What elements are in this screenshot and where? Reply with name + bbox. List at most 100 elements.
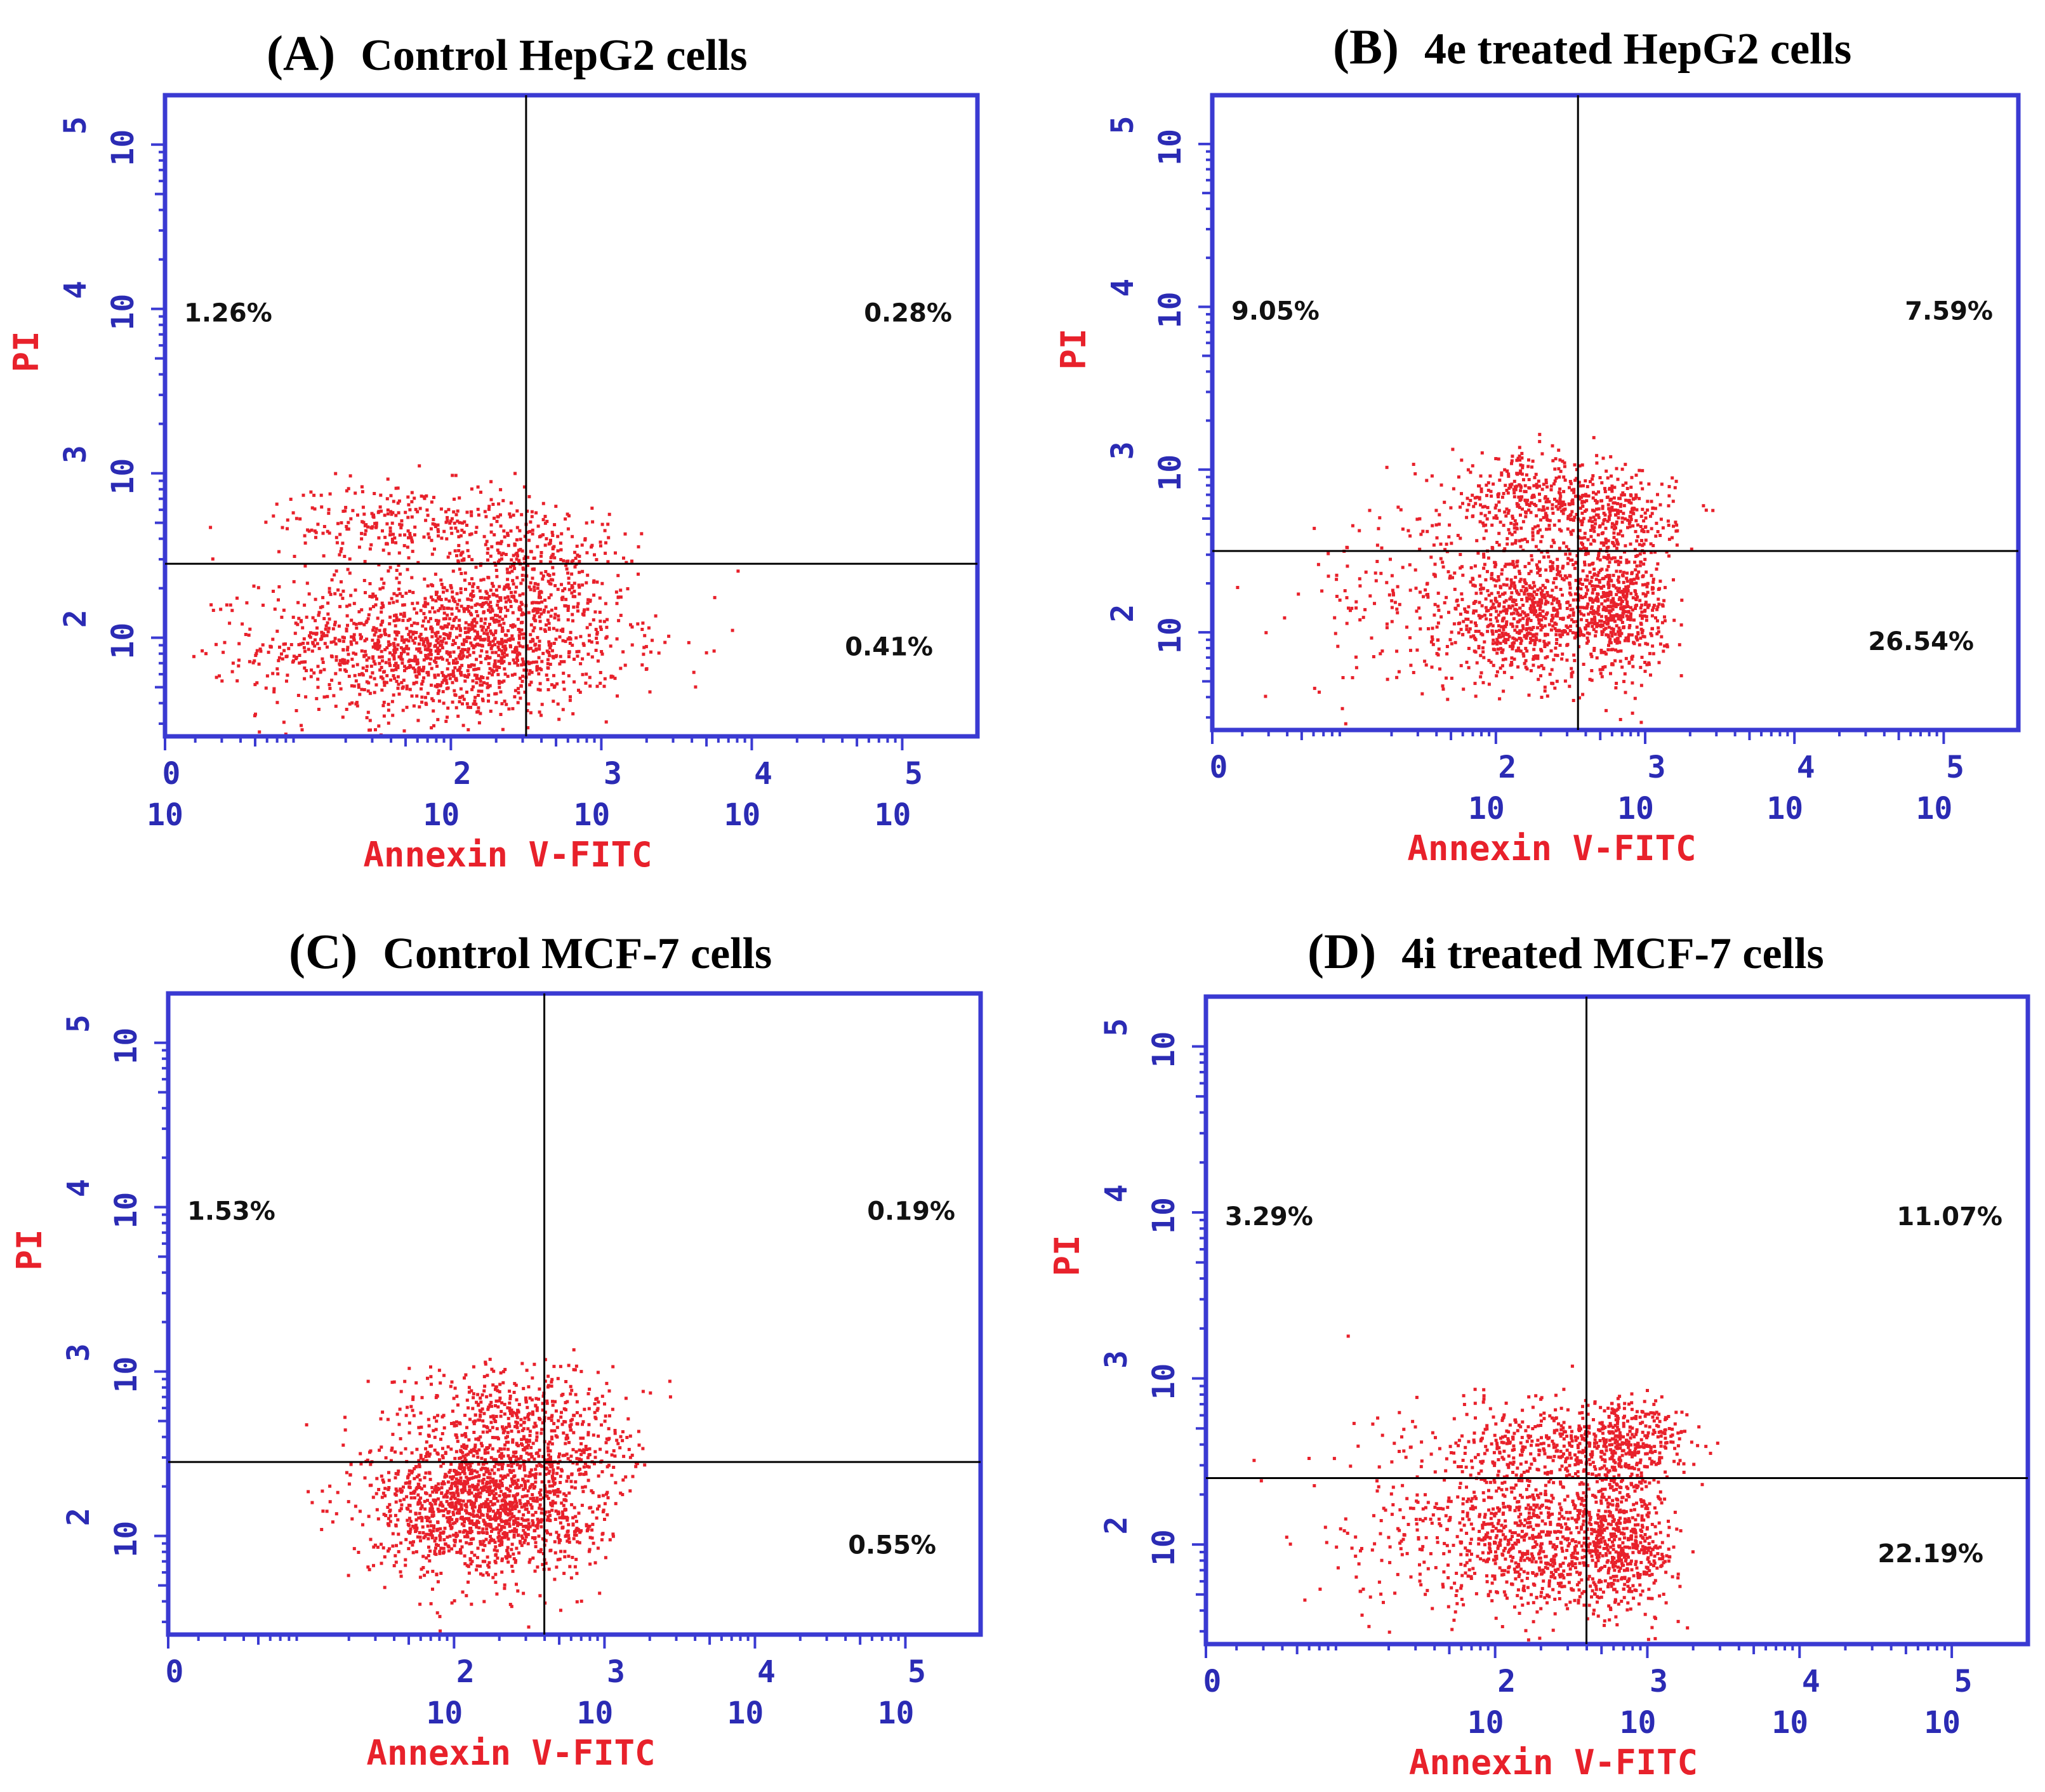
event-point xyxy=(383,536,387,540)
event-point xyxy=(1593,617,1597,621)
event-point xyxy=(470,663,473,667)
event-point xyxy=(1619,510,1622,514)
event-point xyxy=(1499,521,1502,524)
event-point xyxy=(1354,606,1358,610)
event-point xyxy=(1586,552,1590,555)
event-point xyxy=(378,1449,381,1452)
event-point xyxy=(383,684,387,687)
event-point xyxy=(519,601,523,604)
event-point xyxy=(572,658,576,661)
event-point xyxy=(371,671,374,675)
event-point xyxy=(1574,631,1578,635)
event-point xyxy=(1506,577,1509,581)
event-point xyxy=(1510,591,1514,595)
event-point xyxy=(1552,523,1556,527)
event-point xyxy=(1358,577,1361,581)
event-point xyxy=(346,659,350,663)
panel-letter: (A) xyxy=(267,25,335,81)
event-point xyxy=(456,559,460,563)
event-point xyxy=(466,548,470,552)
event-point xyxy=(1614,648,1617,652)
event-point xyxy=(1591,496,1595,500)
event-point xyxy=(372,626,376,630)
event-point xyxy=(1581,569,1585,573)
event-point xyxy=(268,644,272,648)
event-point xyxy=(1552,541,1556,545)
event-point xyxy=(1642,519,1646,523)
event-point xyxy=(310,528,314,532)
event-point xyxy=(1566,626,1570,630)
event-point xyxy=(404,592,408,595)
event-point xyxy=(426,1499,429,1503)
event-point xyxy=(321,1510,325,1513)
event-point xyxy=(453,521,456,525)
event-point xyxy=(313,644,317,648)
event-point xyxy=(1658,534,1662,537)
event-point xyxy=(567,1534,571,1537)
event-point xyxy=(392,500,395,503)
event-point xyxy=(314,632,318,636)
event-point xyxy=(517,628,520,631)
event-point xyxy=(1460,492,1463,496)
event-point xyxy=(559,654,562,658)
event-point xyxy=(585,521,588,525)
event-point xyxy=(1538,440,1542,444)
event-point xyxy=(1612,556,1615,560)
event-point xyxy=(540,703,544,707)
event-point xyxy=(461,702,464,706)
event-point xyxy=(1629,615,1632,619)
event-point xyxy=(402,614,406,618)
event-point xyxy=(1457,631,1460,635)
event-point xyxy=(451,474,454,477)
event-point xyxy=(503,1583,506,1587)
event-point xyxy=(599,544,602,548)
event-point xyxy=(557,618,560,621)
event-point xyxy=(1610,505,1614,509)
event-point xyxy=(1530,496,1534,500)
event-point xyxy=(500,656,503,660)
event-point xyxy=(464,621,468,625)
event-point xyxy=(1475,661,1479,665)
event-point xyxy=(1638,468,1641,472)
event-point xyxy=(1566,632,1570,635)
event-point xyxy=(1600,633,1604,636)
event-point xyxy=(1541,583,1545,587)
event-point xyxy=(439,1509,442,1513)
event-point xyxy=(352,621,356,625)
event-point xyxy=(303,603,307,607)
event-point xyxy=(1531,538,1535,541)
event-point xyxy=(376,616,380,620)
event-point xyxy=(354,679,358,683)
event-point xyxy=(446,634,450,637)
event-point xyxy=(1525,667,1529,671)
event-point xyxy=(352,664,355,668)
event-point xyxy=(1597,554,1601,557)
event-point xyxy=(1515,638,1518,642)
event-point xyxy=(1526,592,1530,596)
event-point xyxy=(546,658,550,661)
event-point xyxy=(448,634,452,638)
event-point xyxy=(1408,636,1412,640)
event-point xyxy=(438,635,442,639)
event-point xyxy=(501,629,505,632)
event-point xyxy=(320,630,324,634)
event-point xyxy=(1448,574,1452,578)
event-point xyxy=(486,1476,490,1480)
event-point xyxy=(1465,515,1469,519)
event-point xyxy=(1617,626,1621,630)
event-point xyxy=(335,541,339,545)
event-point xyxy=(588,1447,592,1450)
event-point xyxy=(436,646,440,650)
event-point xyxy=(1604,575,1608,578)
event-point xyxy=(1480,604,1484,607)
event-point xyxy=(1654,616,1657,620)
event-point xyxy=(1534,654,1537,658)
event-point xyxy=(1583,563,1587,567)
event-point xyxy=(394,668,398,672)
event-point xyxy=(516,663,520,667)
event-point xyxy=(460,559,464,562)
event-point xyxy=(501,1454,505,1458)
event-point xyxy=(220,679,224,683)
event-point xyxy=(467,1390,471,1394)
event-point xyxy=(470,577,473,581)
